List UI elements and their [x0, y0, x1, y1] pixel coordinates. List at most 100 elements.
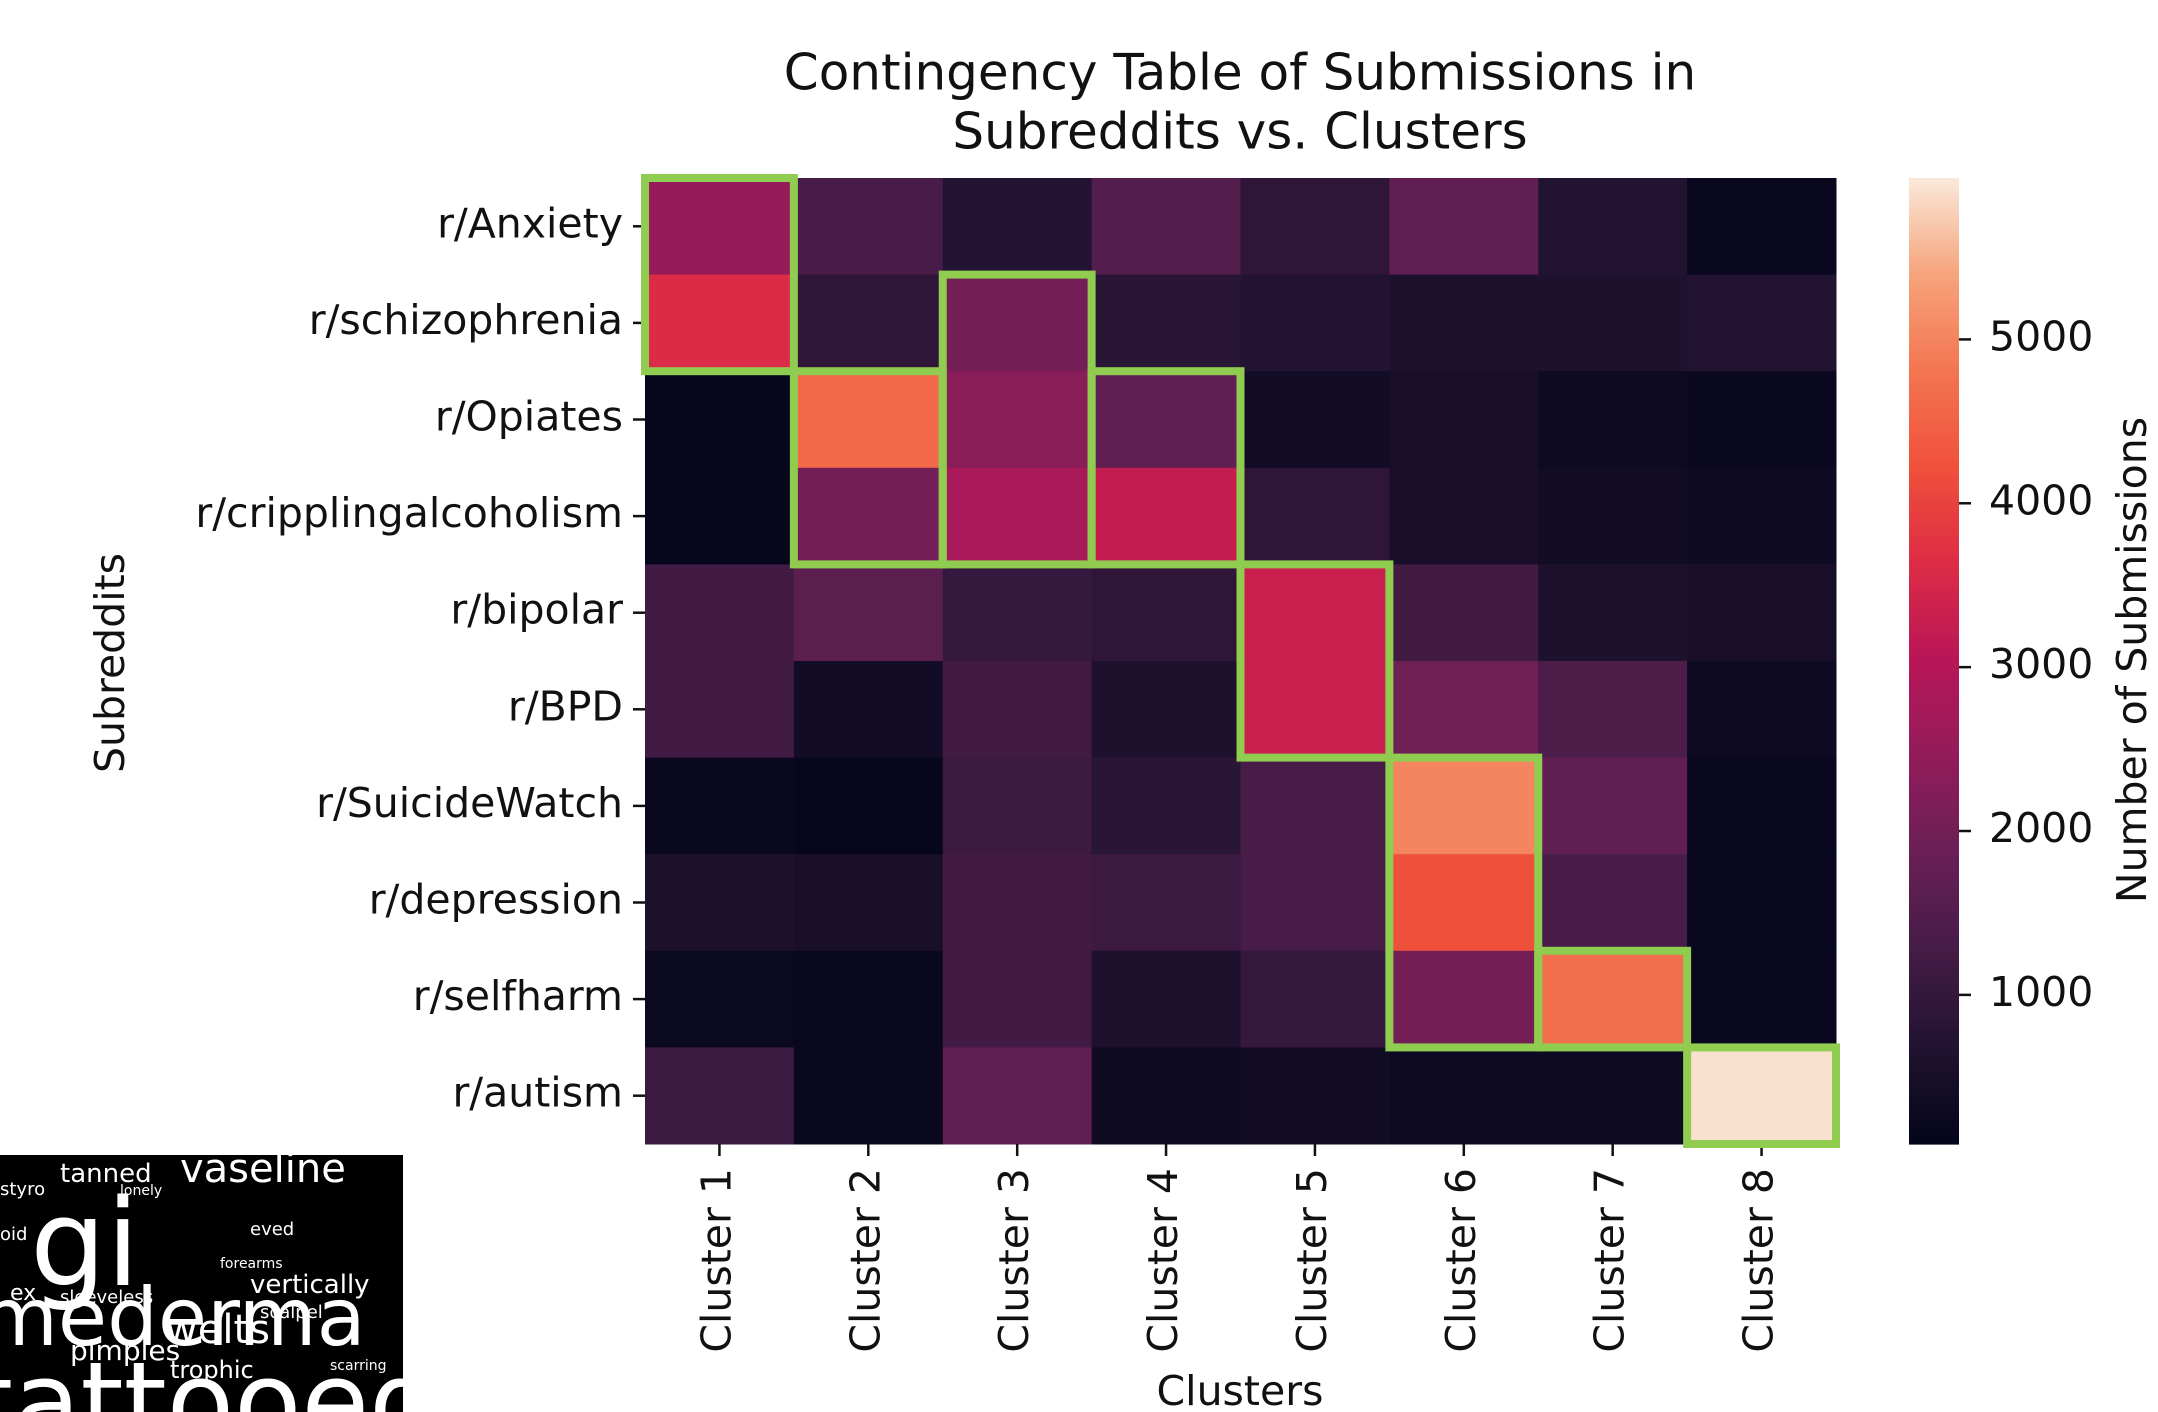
colorbar-segment	[1909, 1038, 1959, 1043]
colorbar-segment	[1909, 980, 1959, 985]
colorbar-segment	[1909, 642, 1959, 647]
colorbar-segment	[1909, 946, 1959, 951]
colorbar-segment	[1909, 535, 1959, 540]
heatmap-cell	[1538, 661, 1687, 758]
y-tick-label: r/BPD	[508, 682, 623, 730]
page: {"chart_data": { "type": "heatmap", "tit…	[0, 0, 2158, 1412]
colorbar-segment	[1909, 526, 1959, 531]
colorbar-segment	[1909, 893, 1959, 898]
heatmap-cell	[1538, 758, 1687, 855]
colorbar-segment	[1909, 448, 1959, 453]
colorbar-segment	[1909, 429, 1959, 434]
colorbar-tick-label: 4000	[1989, 476, 2093, 524]
colorbar-segment	[1909, 550, 1959, 555]
colorbar-segment	[1909, 907, 1959, 912]
wordcloud-word: tattooed	[0, 1338, 439, 1412]
colorbar-segment	[1909, 579, 1959, 584]
colorbar-segment	[1909, 473, 1959, 478]
colorbar-segment	[1909, 299, 1959, 304]
colorbar-segment	[1909, 337, 1959, 342]
colorbar-segment	[1909, 666, 1959, 671]
colorbar-segment	[1909, 767, 1959, 772]
colorbar-segment	[1909, 192, 1959, 197]
heatmap-cell	[1687, 951, 1836, 1048]
colorbar-segment	[1909, 927, 1959, 932]
heatmap-cell	[1687, 758, 1836, 855]
x-axis-label: Clusters	[1157, 1367, 1324, 1412]
colorbar-segment	[1909, 888, 1959, 893]
colorbar-segment	[1909, 400, 1959, 405]
colorbar-segment	[1909, 989, 1959, 994]
wordcloud-word: lonely	[120, 1183, 162, 1199]
heatmap-cell	[1389, 951, 1538, 1048]
heatmap-cell	[1538, 178, 1687, 275]
y-tick-label: r/schizophrenia	[309, 296, 623, 344]
heatmap-cell	[794, 854, 943, 951]
colorbar-segment	[1909, 371, 1959, 376]
colorbar-segment	[1909, 1120, 1959, 1125]
colorbar-segment	[1909, 564, 1959, 569]
heatmap-cell	[943, 178, 1092, 275]
heatmap-cell	[794, 468, 943, 565]
heatmap-cell	[1538, 371, 1687, 468]
heatmap-cell	[1687, 468, 1836, 565]
heatmap-cell	[1092, 951, 1241, 1048]
heatmap-cell	[1241, 468, 1390, 565]
colorbar-segment	[1909, 391, 1959, 396]
x-tick-label: Cluster 4	[1139, 1168, 1187, 1353]
x-tick-label: Cluster 5	[1288, 1168, 1336, 1353]
heatmap-cell	[645, 758, 794, 855]
colorbar-segment	[1909, 632, 1959, 637]
colorbar-segment	[1909, 840, 1959, 845]
colorbar-segment	[1909, 434, 1959, 439]
colorbar-segment	[1909, 304, 1959, 309]
colorbar-segment	[1909, 468, 1959, 473]
heatmap-cell	[1092, 468, 1241, 565]
heatmap-cell	[1389, 371, 1538, 468]
colorbar-segment	[1909, 700, 1959, 705]
colorbar-segment	[1909, 985, 1959, 990]
wordcloud-word: vaseline	[180, 1146, 346, 1192]
colorbar-segment	[1909, 618, 1959, 623]
y-tick-label: r/SuicideWatch	[316, 779, 623, 827]
colorbar-segment	[1909, 313, 1959, 318]
colorbar-segment	[1909, 883, 1959, 888]
colorbar-segment	[1909, 1028, 1959, 1033]
colorbar-segment	[1909, 492, 1959, 497]
colorbar-segment	[1909, 651, 1959, 656]
colorbar-segment	[1909, 845, 1959, 850]
colorbar-segment	[1909, 516, 1959, 521]
heatmap-cell	[1092, 564, 1241, 661]
colorbar-segment	[1909, 1072, 1959, 1077]
heatmap-cell	[1538, 951, 1687, 1048]
colorbar-segment	[1909, 463, 1959, 468]
heatmap-cell	[794, 661, 943, 758]
colorbar-segment	[1909, 521, 1959, 526]
colorbar-segment	[1909, 352, 1959, 357]
colorbar-segment	[1909, 743, 1959, 748]
colorbar-segment	[1909, 405, 1959, 410]
colorbar-segment	[1909, 695, 1959, 700]
colorbar-segment	[1909, 294, 1959, 299]
colorbar-segment	[1909, 584, 1959, 589]
heatmap-cell	[1241, 178, 1390, 275]
wordcloud-word: sleeveless	[60, 1287, 153, 1308]
heatmap-cell	[645, 564, 794, 661]
heatmap-cell	[1092, 758, 1241, 855]
colorbar-segment	[1909, 420, 1959, 425]
colorbar-segment	[1909, 671, 1959, 676]
y-tick-label: r/bipolar	[450, 586, 623, 634]
colorbar-segment	[1909, 729, 1959, 734]
colorbar-segment	[1909, 545, 1959, 550]
colorbar-segment	[1909, 753, 1959, 758]
colorbar-segment	[1909, 1130, 1959, 1135]
heatmap-cell	[1538, 564, 1687, 661]
colorbar-segment	[1909, 183, 1959, 188]
heatmap-cell	[1092, 371, 1241, 468]
colorbar-segment	[1909, 444, 1959, 449]
colorbar-segment	[1909, 849, 1959, 854]
colorbar-segment	[1909, 569, 1959, 574]
heatmap-cell	[1687, 178, 1836, 275]
colorbar-segment	[1909, 1115, 1959, 1120]
colorbar-segment	[1909, 1057, 1959, 1062]
